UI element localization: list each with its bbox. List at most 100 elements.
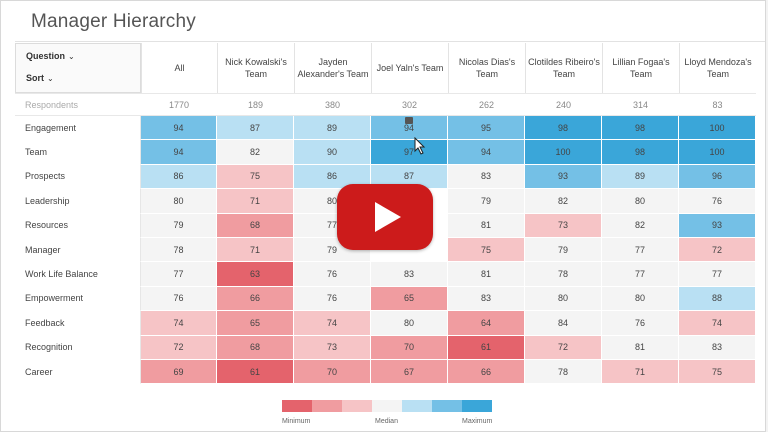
heat-cell[interactable]: 100: [525, 140, 602, 165]
heat-cell[interactable]: 83: [448, 164, 525, 190]
heat-cell[interactable]: 63: [217, 262, 294, 287]
heat-cell[interactable]: 67: [371, 359, 448, 385]
question-dropdown[interactable]: Question ⌄: [26, 51, 75, 61]
row-label: Career: [15, 359, 141, 385]
column-header[interactable]: Jayden Alexander's Team: [294, 43, 371, 93]
video-play-button[interactable]: [337, 184, 433, 250]
heat-cell[interactable]: 98: [602, 140, 679, 165]
heat-cell[interactable]: 77: [602, 262, 679, 287]
heat-cell[interactable]: 81: [448, 262, 525, 287]
heat-cell[interactable]: 93: [525, 164, 602, 190]
heat-cell[interactable]: 75: [217, 164, 294, 190]
heat-cell[interactable]: 82: [217, 140, 294, 165]
heat-cell[interactable]: 89: [602, 164, 679, 190]
column-header[interactable]: Lillian Fogaa's Team: [602, 43, 679, 93]
heat-cell[interactable]: 76: [294, 262, 371, 287]
heat-cell[interactable]: 90: [294, 140, 371, 165]
column-header[interactable]: Joel Yaln's Team: [371, 43, 448, 93]
heat-cell[interactable]: 80: [525, 286, 602, 312]
heat-cell[interactable]: 71: [602, 359, 679, 385]
heat-cell[interactable]: 82: [602, 213, 679, 238]
heat-cell[interactable]: 65: [217, 311, 294, 336]
heat-cell[interactable]: 78: [141, 237, 217, 263]
table-row: Feedback 74 65 74 80 64 84 76 74: [15, 311, 756, 336]
heat-cell[interactable]: 71: [217, 189, 294, 214]
heat-cell[interactable]: 87: [217, 116, 294, 141]
sort-dropdown[interactable]: Sort ⌄: [26, 73, 54, 83]
heat-cell[interactable]: 76: [602, 311, 679, 336]
heat-cell[interactable]: 98: [602, 116, 679, 141]
sort-label: Sort: [26, 73, 44, 83]
legend-swatch-median: [372, 400, 402, 412]
column-header[interactable]: Clotildes Ribeiro's Team: [525, 43, 602, 93]
heat-cell[interactable]: 83: [371, 262, 448, 287]
heat-cell[interactable]: 96: [679, 164, 756, 190]
heat-cell[interactable]: 66: [448, 359, 525, 385]
heat-cell[interactable]: 64: [448, 311, 525, 336]
column-header[interactable]: All: [141, 43, 217, 93]
heat-cell[interactable]: 80: [602, 286, 679, 312]
heat-cell[interactable]: 80: [371, 311, 448, 336]
heat-cell[interactable]: 100: [679, 116, 756, 141]
heat-cell[interactable]: 70: [294, 359, 371, 385]
heat-cell[interactable]: 83: [679, 335, 756, 360]
heat-cell[interactable]: 76: [294, 286, 371, 312]
heat-cell[interactable]: 81: [602, 335, 679, 360]
heat-cell[interactable]: 98: [525, 116, 602, 141]
heat-cell[interactable]: 94: [141, 140, 217, 165]
column-header[interactable]: Lloyd Mendoza's Team: [679, 43, 756, 93]
heat-cell[interactable]: 68: [217, 335, 294, 360]
heat-cell[interactable]: 79: [525, 237, 602, 263]
heat-cell[interactable]: 65: [371, 286, 448, 312]
respondents-count: 302: [371, 93, 448, 116]
heat-cell[interactable]: 70: [371, 335, 448, 360]
heat-cell[interactable]: 94: [141, 116, 217, 141]
heat-cell[interactable]: 78: [525, 262, 602, 287]
heat-cell[interactable]: 80: [602, 189, 679, 214]
column-header[interactable]: Nicolas Dias's Team: [448, 43, 525, 93]
heat-cell[interactable]: 78: [525, 359, 602, 385]
heat-cell[interactable]: 76: [141, 286, 217, 312]
column-header[interactable]: Nick Kowalski's Team: [217, 43, 294, 93]
heat-cell[interactable]: 76: [679, 189, 756, 214]
heat-cell[interactable]: 61: [448, 335, 525, 360]
heat-cell[interactable]: 74: [679, 311, 756, 336]
heat-cell[interactable]: 89: [294, 116, 371, 141]
heat-cell[interactable]: 68: [217, 213, 294, 238]
respondents-count: 380: [294, 93, 371, 116]
heat-cell[interactable]: 69: [141, 359, 217, 385]
heat-cell[interactable]: 74: [141, 311, 217, 336]
heat-cell[interactable]: 72: [141, 335, 217, 360]
heat-cell[interactable]: 93: [679, 213, 756, 238]
heat-cell[interactable]: 72: [679, 237, 756, 263]
heat-cell[interactable]: 84: [525, 311, 602, 336]
heat-cell[interactable]: 100: [679, 140, 756, 165]
heat-cell[interactable]: 94: [448, 140, 525, 165]
heat-cell[interactable]: 75: [448, 237, 525, 263]
heat-cell[interactable]: 77: [602, 237, 679, 263]
heat-cell[interactable]: 79: [448, 189, 525, 214]
heat-cell[interactable]: 81: [448, 213, 525, 238]
heat-cell[interactable]: 71: [217, 237, 294, 263]
heat-cell[interactable]: 83: [448, 286, 525, 312]
respondents-count: 314: [602, 93, 679, 116]
heat-cell[interactable]: 73: [525, 213, 602, 238]
heat-cell[interactable]: 66: [217, 286, 294, 312]
heat-cell[interactable]: 88: [679, 286, 756, 312]
heat-cell[interactable]: 77: [141, 262, 217, 287]
heat-cell[interactable]: 82: [525, 189, 602, 214]
heat-cell[interactable]: 80: [141, 189, 217, 214]
heat-cell[interactable]: 75: [679, 359, 756, 385]
heat-cell[interactable]: 74: [294, 311, 371, 336]
heat-cell[interactable]: 79: [141, 213, 217, 238]
heat-cell[interactable]: 77: [679, 262, 756, 287]
row-label: Recognition: [15, 335, 141, 360]
heat-cell[interactable]: 73: [294, 335, 371, 360]
heat-cell[interactable]: 72: [525, 335, 602, 360]
heat-cell[interactable]: 95: [448, 116, 525, 141]
heat-cell[interactable]: 61: [217, 359, 294, 385]
heat-cell[interactable]: 97: [371, 140, 448, 165]
controls-panel: Question ⌄ Sort ⌄: [15, 43, 141, 93]
header-row: All Nick Kowalski's Team Jayden Alexander'…: [15, 43, 756, 93]
heat-cell[interactable]: 86: [141, 164, 217, 190]
